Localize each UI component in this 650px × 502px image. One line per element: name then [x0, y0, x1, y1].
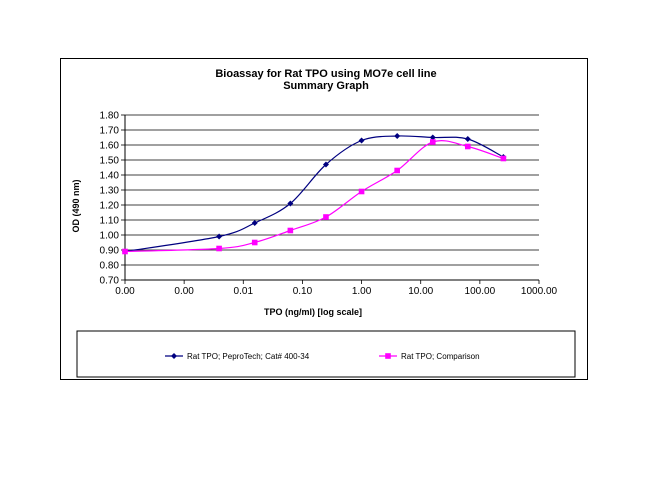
series-2-marker	[429, 139, 436, 145]
legend-label: Rat TPO; PeproTech; Cat# 400-34	[187, 352, 310, 361]
legend-label: Rat TPO; Comparison	[401, 352, 480, 361]
series-2-marker	[323, 214, 329, 220]
y-tick-label: 1.20	[100, 201, 120, 212]
series-1-marker	[216, 233, 223, 240]
series-2-marker	[122, 248, 128, 255]
series-1-marker	[322, 161, 329, 168]
y-tick-label: 1.70	[100, 126, 120, 137]
y-tick-label: 0.80	[100, 261, 120, 272]
series-1-marker	[394, 133, 401, 139]
series-1-marker	[358, 137, 365, 144]
series-2-marker	[464, 143, 471, 150]
x-tick-label: 0.10	[293, 286, 313, 297]
series-1-marker	[464, 136, 471, 142]
axis-layer	[121, 114, 540, 284]
y-tick-label: 1.30	[100, 186, 120, 197]
x-tick-label: 100.00	[465, 286, 496, 297]
chart-title: Bioassay for Rat TPO using MO7e cell lin…	[215, 68, 436, 80]
legend-layer: Rat TPO; PeproTech; Cat# 400-34 Rat TPO; …	[165, 352, 480, 361]
series-1-marker	[429, 134, 436, 141]
y-tick-label: 0.70	[100, 276, 120, 287]
series-2-marker	[394, 167, 400, 174]
x-tick-label: 0.00	[174, 286, 194, 297]
series-2-marker	[287, 227, 294, 234]
series-line-1	[124, 135, 504, 253]
series-layer	[122, 133, 507, 255]
series-1-marker	[251, 220, 258, 226]
y-tick-label: 1.40	[100, 171, 120, 182]
x-tick-label: 10.00	[408, 286, 433, 297]
y-tick-label: 1.80	[100, 111, 120, 122]
chart-svg: Bioassay for Rat TPO using MO7e cell lin…	[71, 68, 576, 378]
series-2-marker	[251, 239, 258, 246]
series-2-marker	[216, 245, 222, 252]
legend-box	[76, 330, 576, 378]
y-tick-label: 1.00	[100, 231, 120, 242]
y-axis-title: OD (490 nm)	[71, 179, 81, 232]
series-2-marker	[358, 188, 365, 195]
legend-swatch-marker	[171, 353, 177, 359]
chart-frame: Bioassay for Rat TPO using MO7e cell lin…	[60, 58, 588, 380]
x-tick-label: 1.00	[352, 286, 372, 297]
y-tick-label: 0.90	[100, 246, 120, 257]
tick-label-layer: 0.70 0.80 0.90 1.00 1.10 1.20 1.30 1.40 1.50 1.60…	[100, 111, 558, 298]
x-tick-label: 0.01	[234, 286, 254, 297]
chart-subtitle: Summary Graph	[283, 80, 369, 92]
series-1-marker	[287, 200, 294, 207]
x-axis-title: TPO (ng/ml) [log scale]	[264, 307, 362, 317]
x-tick-label: 1000.00	[521, 286, 558, 297]
series-2-marker	[500, 155, 507, 162]
x-tick-label: 0.00	[115, 286, 135, 297]
y-tick-label: 1.60	[100, 141, 120, 152]
y-tick-label: 1.10	[100, 216, 120, 227]
y-tick-label: 1.50	[100, 156, 120, 167]
series-line-2	[124, 140, 504, 253]
legend-swatch-marker	[385, 353, 391, 359]
